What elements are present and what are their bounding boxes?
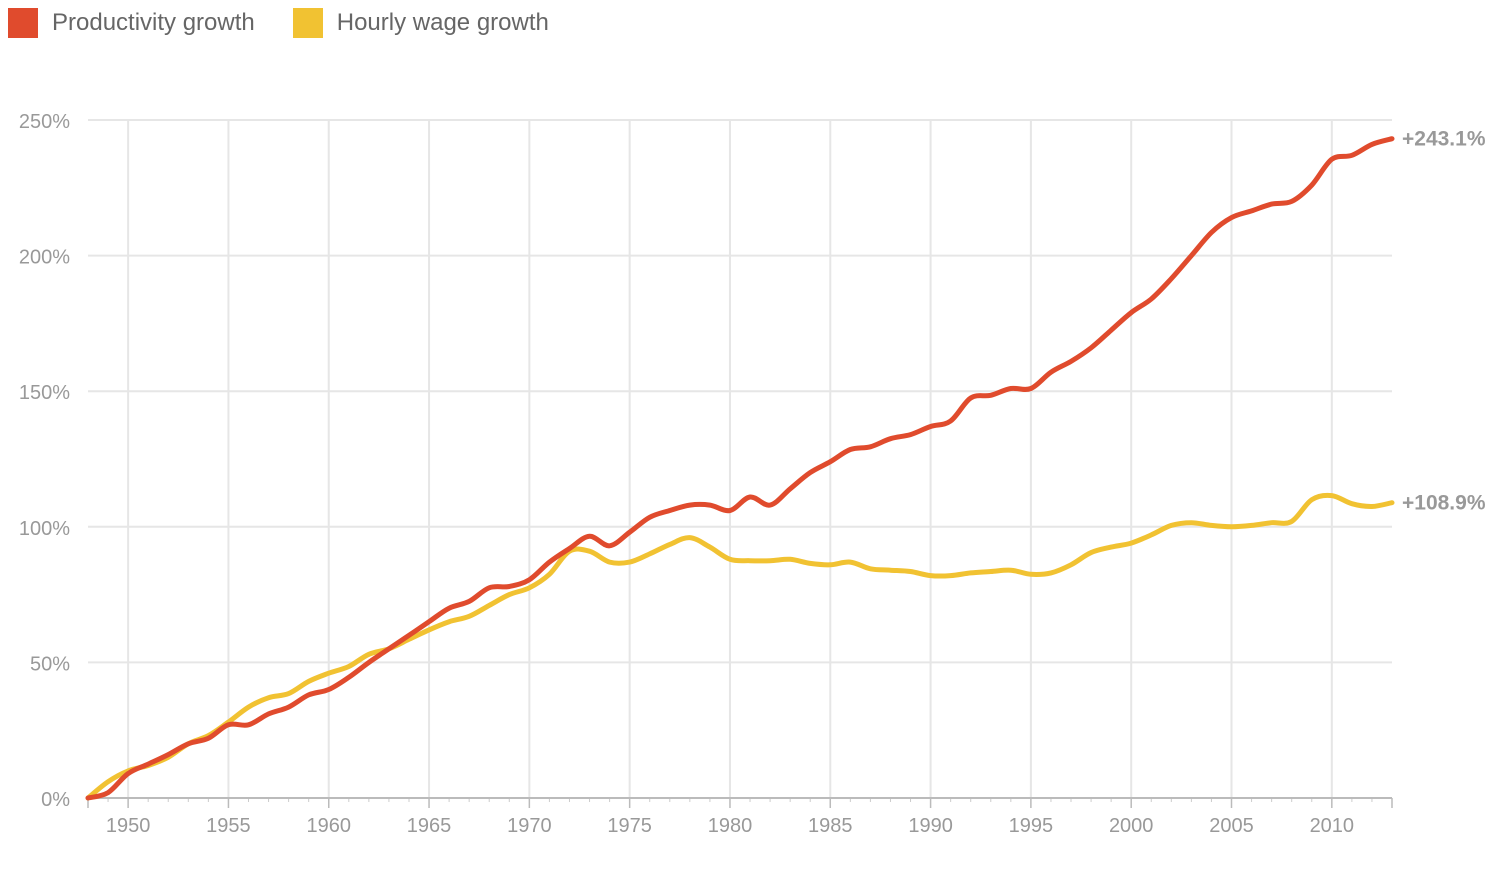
y-tick-label: 50% <box>30 653 70 675</box>
x-tick-label: 1980 <box>708 815 753 837</box>
legend-item-productivity[interactable]: Productivity growth <box>8 8 255 38</box>
legend-label-productivity: Productivity growth <box>52 9 255 36</box>
x-tick-label: 2005 <box>1209 815 1254 837</box>
x-tick-label: 1950 <box>106 815 151 837</box>
x-tick-label: 1985 <box>808 815 853 837</box>
series-line-productivity[interactable] <box>85 136 1395 801</box>
axes: 0% 50% 100% 150% 200% 250% 1950 1955 1960 1965 197… <box>19 111 1393 837</box>
x-tick-label: 1995 <box>1009 815 1054 837</box>
y-tick-label: 250% <box>19 111 70 133</box>
end-label-productivity: +243.1% <box>1402 128 1486 151</box>
x-tick-label: 1990 <box>908 815 953 837</box>
y-tick-label: 100% <box>19 518 70 540</box>
legend: Productivity growth Hourly wage growth <box>8 8 549 38</box>
x-tick-label: 1960 <box>306 815 351 837</box>
x-tick-label: 2000 <box>1109 815 1154 837</box>
legend-swatch-productivity <box>8 8 38 38</box>
x-tick-label: 1970 <box>507 815 552 837</box>
x-tick-label: 1975 <box>607 815 652 837</box>
y-tick-label: 0% <box>41 789 70 811</box>
x-tick-label: 1955 <box>206 815 251 837</box>
y-tick-label: 200% <box>19 247 70 269</box>
y-tick-label: 150% <box>19 382 70 404</box>
legend-swatch-hourly-wage <box>292 8 323 38</box>
series-lines <box>85 136 1395 801</box>
end-label-hourly-wage: +108.9% <box>1402 492 1486 515</box>
x-tick-label: 1965 <box>407 815 452 837</box>
end-labels: +243.1% +108.9% <box>1402 128 1486 515</box>
legend-item-hourly-wage[interactable]: Hourly wage growth <box>292 8 549 38</box>
legend-label-hourly-wage: Hourly wage growth <box>336 9 549 36</box>
x-tick-label: 2010 <box>1310 815 1355 837</box>
series-line-hourly-wage[interactable] <box>85 492 1395 801</box>
